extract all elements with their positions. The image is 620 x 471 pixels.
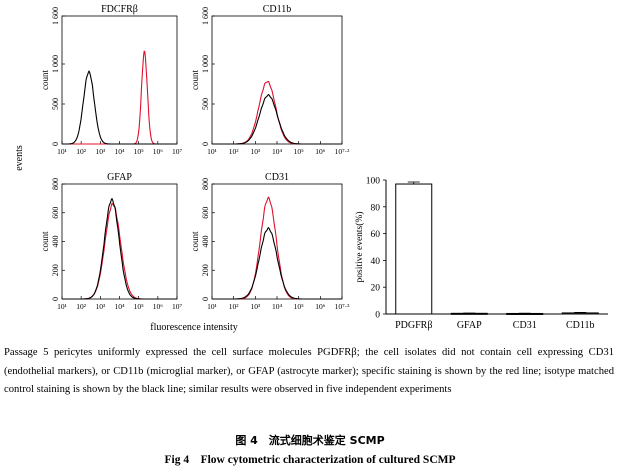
x-tick-label: 10⁷·³ — [335, 302, 351, 311]
bar-y-tick-label: 20 — [371, 284, 381, 294]
bar-2 — [506, 312, 544, 315]
caption-chinese: 图 4 流式细胞术鉴定 SCMP — [235, 434, 385, 447]
y-tick-label: 0 — [201, 142, 210, 146]
panel-title: CD31 — [265, 172, 289, 183]
panel-title: GFAP — [107, 172, 132, 183]
x-tick-label: 10⁴ — [114, 147, 125, 156]
x-tick-label: 10⁴ — [272, 302, 283, 311]
histogram-panel-3: CD31 0 200 400 600 800 count 10¹ 10² 10³ 10⁴ 10⁵ 10⁶… — [190, 172, 350, 311]
caption-body: Passage 5 pericytes uniformly expressed … — [4, 347, 614, 395]
y-tick-label: 800 — [201, 178, 210, 190]
x-tick-label: 10⁵ — [294, 147, 305, 156]
histogram-panels: FDCFRβ 0 500 1 000 1 600 count 10¹ 10² 10³ 10⁴ 10⁵… — [40, 4, 350, 311]
y-tick-label: 600 — [201, 207, 210, 219]
panel-ylabel: count — [40, 70, 50, 90]
y-tick-label: 400 — [51, 236, 60, 248]
bar-0 — [395, 183, 433, 315]
black-histogram-line — [62, 70, 177, 145]
black-histogram-line — [212, 226, 342, 300]
x-tick-label: 10⁴ — [272, 147, 283, 156]
y-tick-label: 1 000 — [51, 55, 60, 73]
panel-ylabel: count — [190, 70, 200, 90]
x-tick-label: 10⁶ — [153, 147, 164, 156]
x-tick-label: 10⁶ — [315, 147, 326, 156]
x-tick-label: 10⁵ — [294, 302, 305, 311]
x-tick-label: 10³ — [250, 302, 261, 311]
panel-title: CD11b — [263, 4, 292, 15]
y-tick-label: 600 — [51, 207, 60, 219]
x-tick-label: 10² — [229, 302, 240, 311]
fluorescence-axis-label: fluorescence intensity — [150, 322, 237, 333]
bar-y-tick-label: 40 — [371, 257, 381, 267]
bar-y-label: positive events(%) — [354, 212, 365, 283]
black-histogram-line — [212, 93, 342, 145]
y-tick-label: 0 — [51, 142, 60, 146]
events-axis-label: events — [14, 145, 25, 171]
x-tick-label: 10² — [76, 302, 87, 311]
histogram-panel-2: GFAP 0 200 400 600 800 count 10¹ 10² 10³ 10⁴ 10⁵ 10⁶… — [40, 172, 182, 311]
panel-frame — [61, 15, 178, 145]
x-tick-label: 10⁵ — [134, 147, 145, 156]
x-tick-label: 10¹ — [207, 147, 217, 156]
x-tick-label: 10¹ — [207, 302, 217, 311]
red-histogram-line — [62, 202, 177, 300]
y-tick-label: 1 600 — [51, 7, 60, 25]
panel-ylabel: count — [40, 231, 50, 251]
y-tick-label: 1 000 — [201, 55, 210, 73]
bar-3 — [561, 312, 599, 315]
x-tick-label: 10¹ — [57, 147, 67, 156]
x-tick-label: 10² — [229, 147, 240, 156]
y-tick-label: 800 — [51, 178, 60, 190]
bar-y-tick-label: 80 — [371, 203, 381, 213]
bar-y-tick-label: 100 — [366, 177, 381, 187]
black-histogram-line — [62, 197, 177, 300]
x-tick-label: 10¹ — [57, 302, 67, 311]
bar-y-tick-label: 0 — [375, 311, 380, 321]
bar-category-label: GFAP — [457, 320, 482, 331]
y-tick-label: 500 — [201, 98, 210, 110]
bar-chart: 0 20 40 60 80 100 positive events(%) PDGFRβ GFAP… — [354, 177, 608, 331]
y-tick-label: 0 — [51, 297, 60, 301]
panel-ylabel: count — [190, 231, 200, 251]
y-tick-label: 200 — [201, 264, 210, 276]
histogram-panel-0: FDCFRβ 0 500 1 000 1 600 count 10¹ 10² 10³ 10⁴ 10⁵… — [40, 4, 182, 156]
panel-frame — [211, 15, 343, 145]
y-tick-label: 200 — [51, 264, 60, 276]
bar-y-tick-label: 60 — [371, 230, 381, 240]
y-tick-label: 500 — [51, 98, 60, 110]
x-tick-label: 10³ — [95, 147, 106, 156]
x-tick-label: 10³ — [250, 147, 261, 156]
x-tick-label: 10⁷ — [172, 147, 183, 156]
bar-1 — [450, 312, 488, 315]
x-tick-label: 10³ — [95, 302, 106, 311]
x-tick-label: 10⁶ — [153, 302, 164, 311]
x-tick-label: 10⁴ — [114, 302, 125, 311]
histogram-panel-1: CD11b 0 500 1 000 1 600 count 10¹ 10² 10³ 10⁴ 10⁵ 1… — [190, 4, 350, 156]
bar-category-label: CD11b — [566, 320, 595, 331]
bar-category-label: PDGFRβ — [395, 320, 432, 331]
y-tick-label: 1 600 — [201, 7, 210, 25]
caption-english: Fig 4 Flow cytometric characterization o… — [164, 454, 456, 466]
red-histogram-line — [212, 196, 342, 300]
x-tick-label: 10⁷ — [172, 302, 183, 311]
y-tick-label: 0 — [201, 297, 210, 301]
figure: FDCFRβ 0 500 1 000 1 600 count 10¹ 10² 10³ 10⁴ 10⁵… — [14, 4, 608, 333]
panel-title: FDCFRβ — [101, 4, 138, 15]
y-tick-label: 400 — [201, 236, 210, 248]
x-tick-label: 10⁷·² — [335, 147, 351, 156]
x-tick-label: 10⁵ — [134, 302, 145, 311]
x-tick-label: 10² — [76, 147, 87, 156]
bar-category-label: CD31 — [513, 320, 537, 331]
x-tick-label: 10⁶ — [315, 302, 326, 311]
